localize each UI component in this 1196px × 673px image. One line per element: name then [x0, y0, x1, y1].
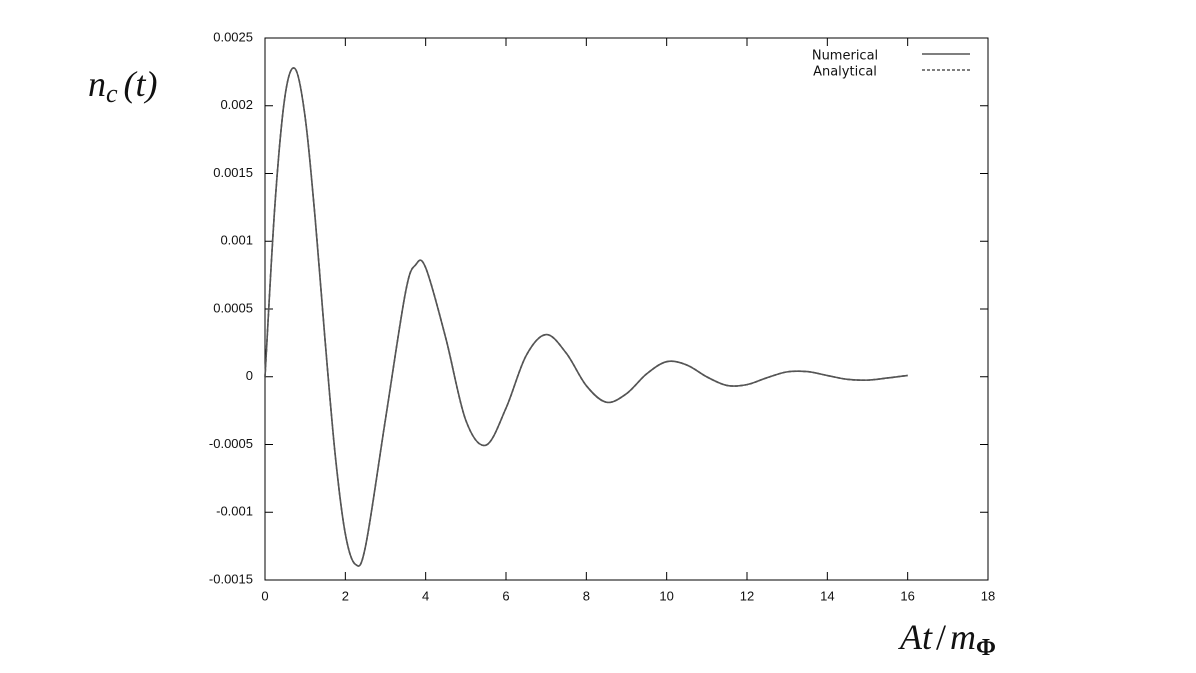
y-tick-label: -0.001: [216, 504, 253, 519]
y-label-main: n: [88, 64, 106, 104]
x-label-m: m: [950, 617, 976, 657]
legend-label: Analytical: [813, 65, 877, 80]
y-tick-label: 0.002: [220, 97, 253, 112]
x-tick-label: 4: [422, 588, 429, 603]
x-tick-label: 12: [740, 588, 754, 603]
x-tick-label: 8: [583, 588, 590, 603]
x-axis-label: At / mΦ: [898, 617, 996, 660]
x-label-slash: /: [936, 617, 946, 657]
y-label-sub: c: [106, 79, 118, 108]
y-tick-label: 0.001: [220, 233, 253, 248]
y-axis-label: nc (t): [88, 64, 158, 108]
data-line: [264, 67, 908, 567]
x-tick-label: 18: [981, 588, 995, 603]
legend-label: Numerical: [812, 49, 878, 64]
y-tick-label: 0: [246, 368, 253, 383]
x-label-sub: Φ: [976, 635, 996, 661]
x-tick-label: 14: [820, 588, 834, 603]
x-tick-label: 10: [659, 588, 673, 603]
x-tick-label: 0: [261, 588, 268, 603]
y-tick-label: -0.0005: [209, 436, 253, 451]
y-tick-label: -0.0015: [209, 571, 253, 586]
x-label-main: At: [898, 617, 933, 657]
y-label-rest: (t): [124, 64, 158, 104]
y-tick-label: 0.0025: [213, 29, 253, 44]
x-tick-label: 16: [900, 588, 914, 603]
y-tick-label: 0.0005: [213, 300, 253, 315]
x-tick-label: 2: [342, 588, 349, 603]
data-line: [264, 67, 908, 567]
y-tick-label: 0.0015: [213, 165, 253, 180]
x-tick-label: 6: [502, 588, 509, 603]
